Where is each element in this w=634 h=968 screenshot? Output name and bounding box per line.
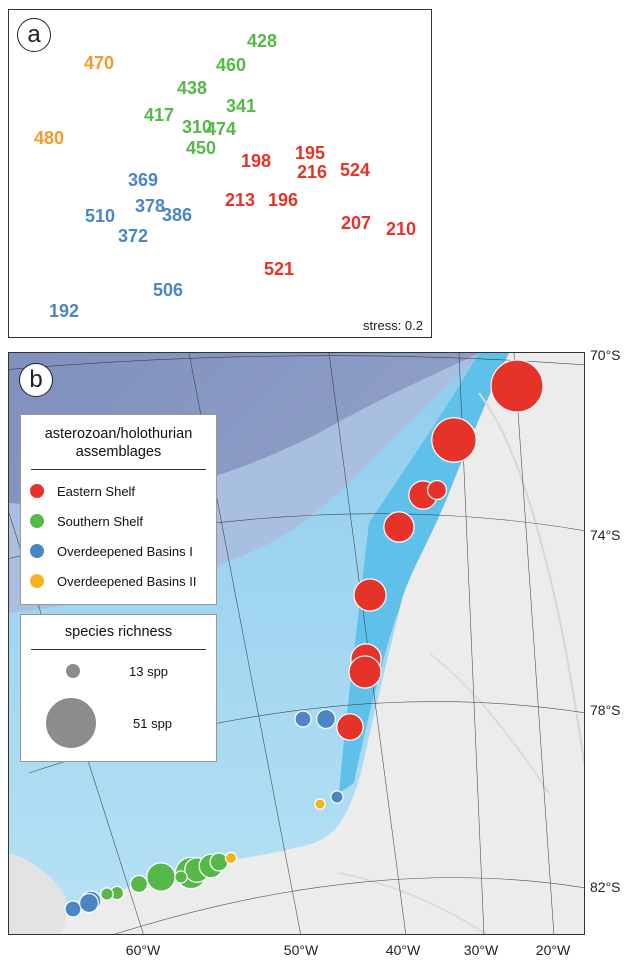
legend-item-eastern: Eastern Shelf [21,483,135,499]
nmds-label-386: 386 [161,205,193,225]
lon-label-60: 60°W [125,942,161,958]
nmds-label-474: 474 [205,119,237,139]
nmds-label-198: 198 [240,151,272,171]
graticule-lat-82 [114,877,584,934]
site-marker-basins2 [314,798,326,810]
site-marker-basins1 [294,710,312,728]
legend-dot-southern [29,513,45,529]
nmds-label-310: 310 [181,117,213,137]
lat-label-70: 70°S [590,347,621,363]
nmds-label-195: 195 [294,143,326,163]
nmds-label-510: 510 [84,206,116,226]
site-marker-basins2 [224,851,238,865]
nmds-label-378: 378 [134,196,166,216]
site-marker-southern [100,887,114,901]
land-shade-3 [338,872,488,934]
stress-value: stress: 0.2 [363,318,423,333]
legend-size-small-label: 13 spp [129,663,169,679]
nmds-label-207: 207 [340,213,372,233]
site-marker-basins1 [315,708,337,730]
nmds-label-372: 372 [117,226,149,246]
peninsula-land [9,853,67,934]
site-marker-eastern [490,359,544,413]
lat-label-74: 74°S [590,527,621,543]
graticule-lon-20 [513,353,555,934]
nmds-label-450: 450 [185,138,217,158]
sites-layer [64,359,544,918]
legend-size-large-dot [45,697,97,749]
land-shade-1 [478,392,584,768]
coastal-band [339,353,519,793]
site-marker-basins1 [64,900,82,918]
nmds-label-213: 213 [224,190,256,210]
nmds-label-196: 196 [267,190,299,210]
site-marker-eastern [336,713,364,741]
legend-item-basins1: Overdeepened Basins I [21,543,193,559]
legend-size-large: 51 spp [45,697,172,749]
site-marker-eastern [348,655,382,689]
graticule-lat-70 [9,355,584,370]
site-marker-southern [146,862,176,892]
legend-rule [31,469,206,470]
nmds-label-480: 480 [33,128,65,148]
legend-label-southern: Southern Shelf [57,513,144,529]
nmds-label-192: 192 [48,301,80,321]
panel-b-label: b [19,363,53,397]
site-marker-southern [129,874,149,894]
lat-label-78: 78°S [590,702,621,718]
nmds-label-210: 210 [385,219,417,239]
nmds-label-216: 216 [296,162,328,182]
legend-label-basins1: Overdeepened Basins I [57,543,193,559]
nmds-label-369: 369 [127,170,159,190]
nmds-panel: a 428 470 460 438 341 417 310 474 480 450 195 198 21… [8,9,432,338]
legend-dot-basins2 [29,573,45,589]
lon-label-40: 40°W [385,942,421,958]
legend-label-basins2: Overdeepened Basins II [57,573,197,589]
legend-size-large-label: 51 spp [133,715,173,731]
land-mass [16,353,584,934]
site-marker-basins1 [78,892,100,914]
legend-size-small: 13 spp [65,663,168,679]
lat-label-82: 82°S [590,879,621,895]
legend-item-basins2: Overdeepened Basins II [21,573,196,589]
nmds-label-470: 470 [83,53,115,73]
legend-dot-eastern [29,483,45,499]
legend-richness: species richness 13 spp 51 spp [20,614,217,762]
legend-size-rule [31,649,206,650]
legend-title-line1: asterozoan/holothurian [44,426,193,442]
site-marker-eastern [431,417,477,463]
legend-label-eastern: Eastern Shelf [57,483,136,499]
nmds-label-341: 341 [225,96,257,116]
nmds-label-438: 438 [176,78,208,98]
legend-dot-basins1 [29,543,45,559]
lon-label-30: 30°W [463,942,499,958]
site-marker-southern [174,870,188,884]
legend-size-small-dot [65,663,81,679]
nmds-label-506: 506 [152,280,184,300]
nmds-label-428: 428 [246,31,278,51]
site-marker-basins1 [330,790,344,804]
lon-label-20: 20°W [535,942,571,958]
nmds-label-460: 460 [215,55,247,75]
site-marker-eastern [353,578,387,612]
legend-title-line2: assemblages [75,444,162,460]
legend-size-title: species richness [64,624,173,640]
nmds-label-417: 417 [143,105,175,125]
site-marker-eastern [383,511,415,543]
lon-label-50: 50°W [283,942,319,958]
nmds-label-524: 524 [339,160,371,180]
land-shade-2 [428,652,550,794]
legend-assemblages: asterozoan/holothurian assemblages Easte… [20,414,217,605]
nmds-label-521: 521 [263,259,295,279]
legend-item-southern: Southern Shelf [21,513,143,529]
site-marker-eastern [426,479,448,501]
panel-a-label: a [17,18,51,52]
